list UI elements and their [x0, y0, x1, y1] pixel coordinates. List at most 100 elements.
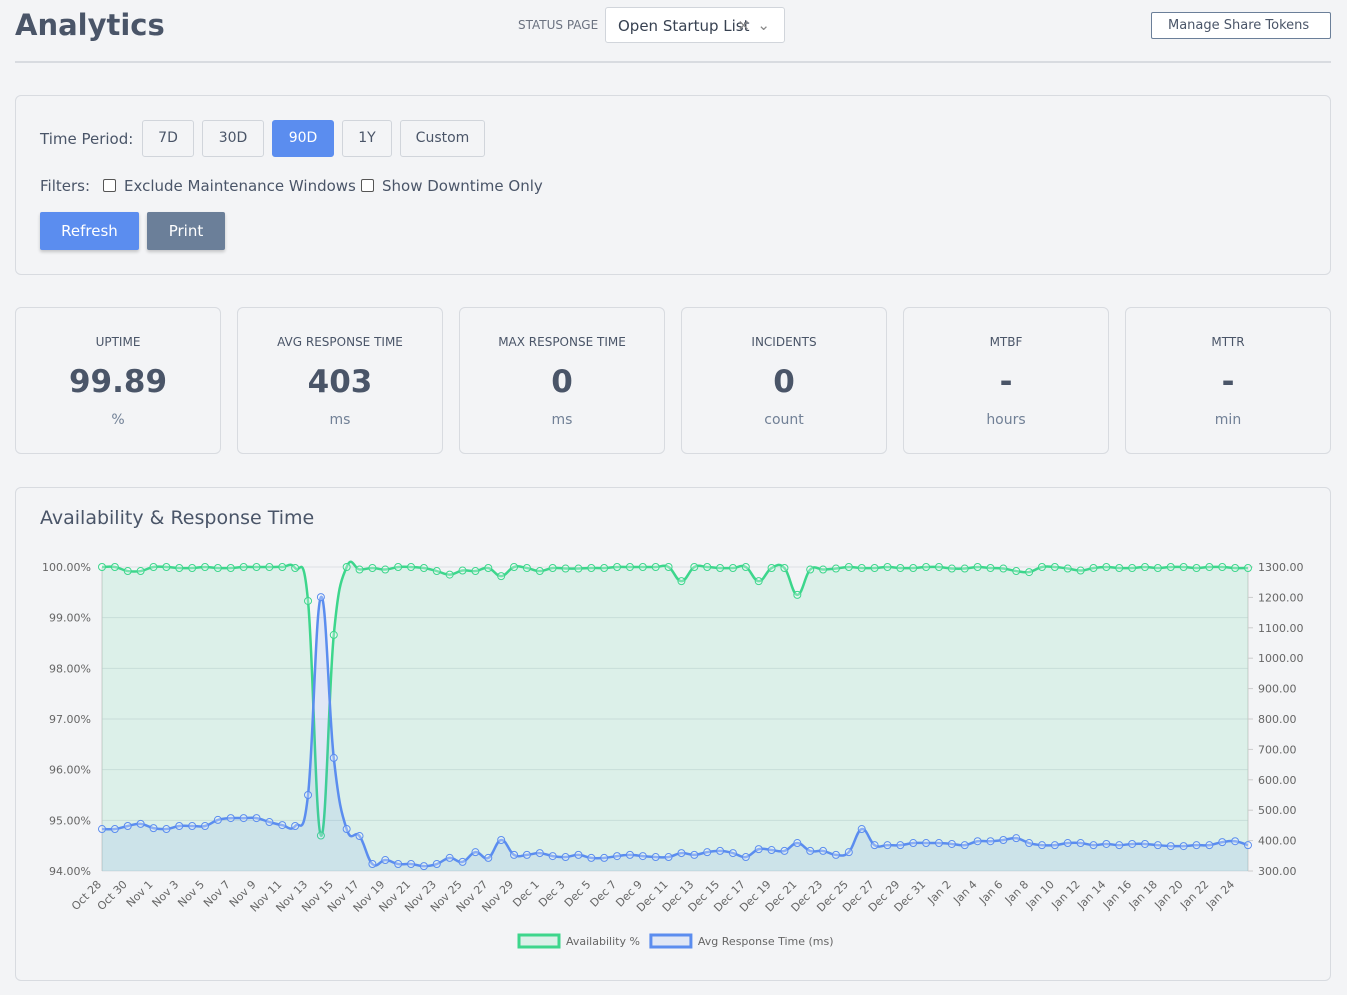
data-point	[613, 563, 622, 571]
stat-label: MAX RESPONSE TIME	[498, 335, 626, 349]
data-point	[1050, 563, 1059, 571]
refresh-button[interactable]: Refresh	[40, 212, 139, 250]
stat-value: -	[999, 364, 1013, 400]
data-point	[110, 563, 119, 571]
stat-label: UPTIME	[95, 335, 141, 349]
x-tick-label: Jan 22	[1177, 878, 1211, 912]
period-button[interactable]: 1Y	[342, 120, 392, 157]
y-tick-label: 94.00%	[49, 865, 91, 878]
data-point	[149, 563, 158, 571]
data-point	[1115, 841, 1124, 850]
period-button[interactable]: Custom	[400, 120, 485, 157]
data-point	[857, 825, 866, 834]
data-point	[175, 822, 184, 831]
series-line	[101, 595, 1249, 868]
data-point	[896, 564, 905, 573]
x-tick-label: Jan 6	[976, 878, 1005, 907]
data-point	[535, 567, 544, 576]
data-point	[883, 563, 892, 571]
y2-tick-label: 600.00	[1258, 774, 1297, 787]
data-point	[445, 570, 454, 579]
data-point	[162, 825, 171, 834]
data-point	[1012, 567, 1021, 576]
data-point	[909, 564, 918, 573]
x-tick-label: Nov 7	[201, 878, 233, 910]
chart: Availability & Response Time 94.00% 95.00…	[40, 507, 1304, 949]
stat-unit: count	[764, 412, 804, 428]
stat-label: AVG RESPONSE TIME	[277, 335, 403, 349]
data-point	[909, 839, 918, 848]
data-point	[316, 593, 325, 602]
data-point	[1218, 563, 1227, 571]
data-point	[522, 850, 531, 859]
series-line	[101, 560, 1249, 837]
period-button[interactable]: 30D	[202, 120, 264, 157]
data-point	[1063, 564, 1072, 573]
filter-label: Show Downtime Only	[382, 177, 543, 195]
data-point	[780, 564, 789, 573]
data-point	[960, 564, 969, 573]
data-point	[1115, 564, 1124, 573]
data-point	[239, 814, 248, 823]
data-point	[355, 565, 364, 574]
data-point	[136, 819, 145, 828]
data-point	[754, 845, 763, 854]
data-point	[831, 850, 840, 859]
data-point	[201, 822, 210, 831]
data-point	[922, 839, 931, 848]
stat-value: 403	[307, 364, 373, 400]
data-point	[638, 563, 647, 571]
data-point	[265, 563, 274, 571]
data-point	[1218, 838, 1227, 847]
data-point	[1089, 564, 1098, 573]
data-point	[857, 564, 866, 573]
checkbox[interactable]	[103, 179, 116, 192]
data-point	[625, 563, 634, 571]
stat-label: INCIDENTS	[751, 335, 817, 349]
x-tick-label: Dec 1	[510, 878, 542, 910]
data-point	[394, 563, 403, 571]
data-point	[1089, 841, 1098, 850]
data-point	[664, 563, 673, 571]
data-point	[690, 850, 699, 859]
data-point	[625, 850, 634, 859]
data-point	[522, 564, 531, 573]
data-point	[896, 841, 905, 850]
data-point	[188, 564, 197, 573]
data-point	[368, 564, 377, 573]
data-point	[1153, 564, 1162, 573]
stat-unit: %	[111, 412, 125, 428]
y-tick-label: 96.00%	[49, 764, 91, 777]
data-point	[432, 860, 441, 869]
data-point	[1102, 839, 1111, 848]
status-select[interactable]: Open Startup List × ⌄	[605, 7, 785, 43]
data-point	[304, 596, 313, 605]
data-point	[973, 837, 982, 846]
period-button[interactable]: 90D	[272, 120, 334, 157]
data-point	[587, 853, 596, 862]
checkbox[interactable]	[361, 179, 374, 192]
period-button[interactable]: 7D	[142, 120, 194, 157]
data-point	[883, 841, 892, 850]
x-tick-label: Nov 1	[124, 878, 156, 910]
stat-value: 99.89	[68, 364, 168, 400]
data-point	[213, 564, 222, 573]
clear-icon[interactable]: ×	[737, 16, 750, 34]
data-point	[355, 832, 364, 841]
data-point	[999, 835, 1008, 844]
data-point	[1231, 837, 1240, 846]
data-point	[419, 862, 428, 871]
data-point	[342, 563, 351, 571]
legend-swatch	[517, 933, 561, 949]
y2-tick-label: 700.00	[1258, 743, 1297, 756]
y2-tick-label: 800.00	[1258, 713, 1297, 726]
data-point	[458, 857, 467, 866]
data-point	[149, 824, 158, 833]
print-button[interactable]: Print	[147, 212, 225, 250]
y2-tick-label: 1200.00	[1258, 591, 1304, 604]
data-point	[123, 822, 132, 831]
data-point	[844, 848, 853, 857]
share-button[interactable]: Manage Share Tokens	[1151, 12, 1331, 39]
y2-tick-label: 300.00	[1258, 865, 1297, 878]
